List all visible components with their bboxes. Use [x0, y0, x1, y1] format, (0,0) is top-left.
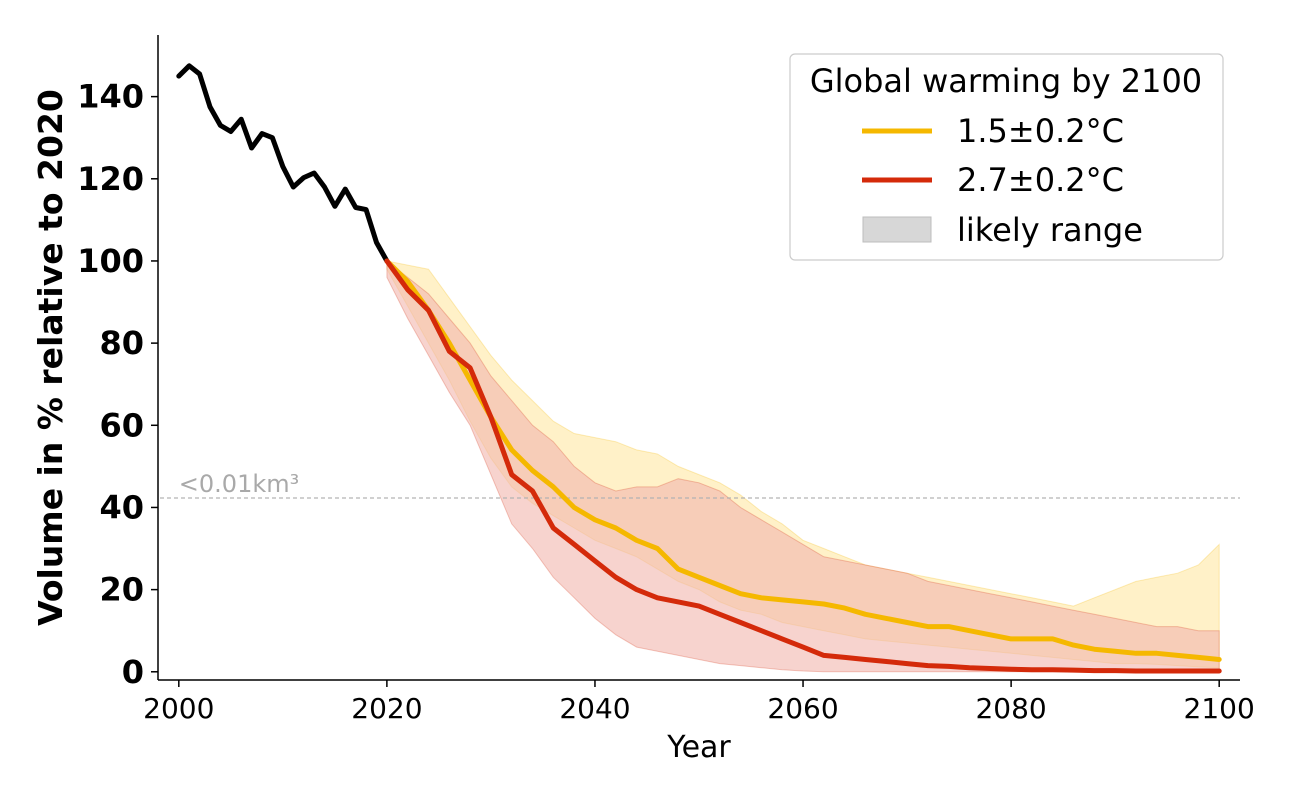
y-tick-label: 120 [77, 160, 144, 198]
x-axis-title: Year [666, 730, 731, 765]
legend-label-2-7: 2.7±0.2°C [957, 161, 1124, 199]
y-tick-label: 0 [122, 653, 144, 691]
series-line-1-5 [384, 258, 1222, 662]
legend-swatch-likely-range [862, 216, 932, 243]
legend: Global warming by 2100 1.5±0.2°C 2.7±0.2… [789, 53, 1224, 261]
axes: 2000 2020 2040 2060 2080 21000204060801001201… [77, 35, 1255, 725]
x-tick-label: 2020 [351, 692, 422, 725]
likely-range-bands [386, 259, 1220, 673]
x-tick-label: 2100 [1184, 692, 1255, 725]
threshold-label: <0.01km³ [179, 470, 299, 498]
legend-label-1-5: 1.5±0.2°C [957, 112, 1124, 150]
legend-box [789, 53, 1224, 261]
y-axis-title: Volume in % relative to 2020 [31, 89, 70, 626]
y-tick-label: 60 [99, 406, 144, 444]
series-lines [176, 63, 1222, 674]
x-tick-label: 2060 [767, 692, 838, 725]
series-line-2-7 [384, 258, 1222, 674]
legend-title: Global warming by 2100 [810, 62, 1202, 100]
y-tick-label: 80 [99, 324, 144, 362]
x-tick-label: 2000 [143, 692, 214, 725]
legend-label-likely-range: likely range [957, 211, 1143, 249]
y-tick-label: 40 [99, 488, 144, 526]
y-tick-label: 20 [99, 571, 144, 609]
x-tick-label: 2040 [559, 692, 630, 725]
y-tick-label: 140 [77, 78, 144, 116]
y-tick-label: 100 [77, 242, 144, 280]
historical-line [176, 63, 390, 264]
x-tick-label: 2080 [975, 692, 1046, 725]
